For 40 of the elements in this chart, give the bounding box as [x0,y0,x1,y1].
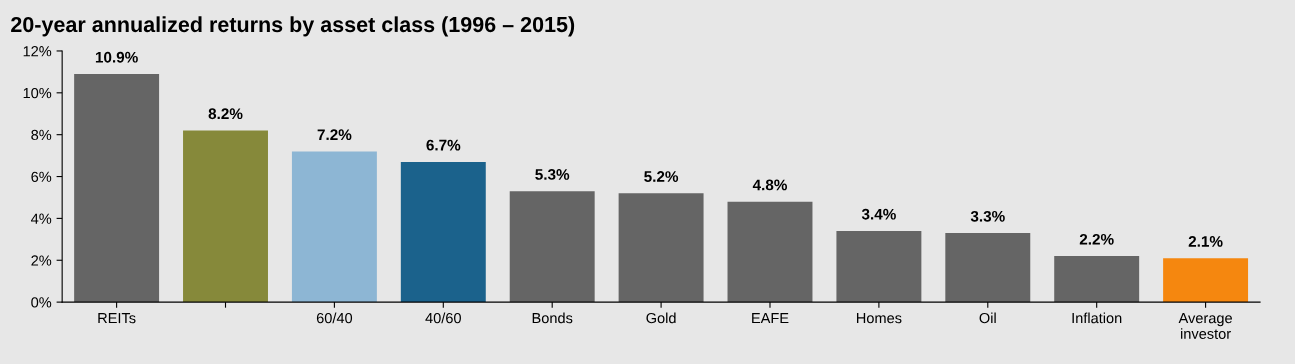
x-tick-label: REITs [98,313,136,324]
data-label: 2.1% [1188,236,1223,247]
y-tick-label: 6% [31,171,52,182]
x-tick-label: 40/60 [425,312,461,324]
bar [183,130,268,303]
y-tick-label: 0% [31,297,52,308]
data-label: 7.2% [317,129,352,141]
bar [74,73,160,303]
data-label: 8.2% [208,108,243,120]
y-tick-label: 2% [31,255,52,266]
x-tick-label: Gold [646,312,676,324]
chart-title: 20-year annualized returns by asset class (1996 – 2015) [11,16,575,37]
data-label: 3.4% [861,208,896,220]
data-label: 2.2% [1079,233,1114,245]
data-label: 10.9% [95,51,138,63]
data-label: 4.8% [752,179,787,191]
bar [1163,258,1249,303]
data-label: 3.3% [970,210,1005,222]
y-tick-label: 12% [23,46,52,57]
x-tick-label: Oil [979,312,996,324]
bar [1054,256,1140,303]
bar [945,233,1031,303]
x-tick-label: Bonds [532,312,573,324]
x-tick-label: EAFE [752,313,789,324]
x-tick-label: Average investor [1178,313,1232,339]
data-label: 5.2% [644,171,679,182]
bar [727,201,813,303]
y-tick-label: 8% [31,129,52,141]
x-tick-label: Inflation [1072,312,1122,324]
bar [836,230,922,303]
y-tick-label: 4% [31,213,52,224]
data-label: 5.3% [535,169,570,180]
bar [509,191,595,303]
y-tick-label: 10% [23,87,52,99]
bar [400,161,486,303]
bar [291,151,377,303]
data-label: 6.7% [426,139,461,151]
bar [618,193,704,303]
x-tick-label: 60/40 [316,312,353,324]
x-tick-label: Homes [856,313,902,324]
